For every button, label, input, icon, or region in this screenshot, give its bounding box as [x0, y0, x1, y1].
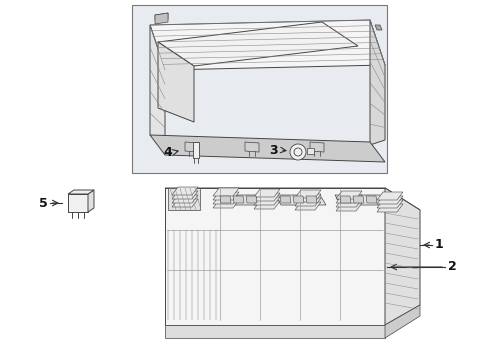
Polygon shape: [158, 42, 194, 122]
Polygon shape: [172, 191, 198, 199]
Polygon shape: [245, 142, 259, 152]
Polygon shape: [168, 188, 200, 210]
Polygon shape: [377, 196, 403, 204]
Polygon shape: [215, 195, 266, 205]
Polygon shape: [185, 142, 199, 152]
Polygon shape: [353, 196, 364, 203]
Polygon shape: [165, 188, 385, 325]
Polygon shape: [295, 190, 321, 198]
Polygon shape: [295, 194, 321, 202]
Polygon shape: [295, 198, 321, 206]
Polygon shape: [68, 194, 88, 212]
Polygon shape: [254, 201, 280, 209]
Text: 3: 3: [270, 144, 278, 157]
Polygon shape: [336, 195, 362, 203]
Bar: [132, 5, 387, 173]
Polygon shape: [150, 25, 165, 142]
Polygon shape: [295, 202, 321, 210]
Polygon shape: [377, 204, 403, 212]
Polygon shape: [335, 195, 386, 205]
Polygon shape: [220, 196, 231, 203]
Polygon shape: [88, 190, 94, 212]
Polygon shape: [306, 196, 317, 203]
Polygon shape: [150, 135, 385, 162]
Polygon shape: [336, 203, 362, 211]
Polygon shape: [68, 190, 94, 194]
Polygon shape: [254, 197, 280, 205]
Polygon shape: [275, 195, 326, 205]
Polygon shape: [254, 193, 280, 201]
Polygon shape: [254, 189, 280, 197]
Polygon shape: [172, 199, 198, 207]
Circle shape: [290, 144, 306, 160]
Polygon shape: [385, 188, 420, 325]
Text: 2: 2: [448, 261, 457, 274]
Polygon shape: [246, 196, 257, 203]
Polygon shape: [340, 196, 351, 203]
Polygon shape: [377, 192, 403, 200]
Polygon shape: [213, 188, 239, 196]
Polygon shape: [155, 13, 168, 24]
Polygon shape: [150, 20, 385, 70]
Polygon shape: [370, 20, 385, 145]
Text: 4: 4: [163, 145, 172, 158]
Polygon shape: [213, 200, 239, 208]
Polygon shape: [336, 199, 362, 207]
Polygon shape: [172, 187, 198, 195]
Polygon shape: [165, 188, 420, 210]
Polygon shape: [375, 25, 382, 30]
Polygon shape: [280, 196, 291, 203]
Polygon shape: [213, 192, 239, 200]
Polygon shape: [307, 148, 314, 154]
Polygon shape: [385, 305, 420, 338]
Polygon shape: [172, 195, 198, 203]
Polygon shape: [158, 22, 358, 66]
Polygon shape: [165, 325, 385, 338]
Polygon shape: [233, 196, 244, 203]
Polygon shape: [293, 196, 304, 203]
Polygon shape: [193, 142, 199, 158]
Polygon shape: [310, 142, 324, 152]
Polygon shape: [336, 191, 362, 199]
Text: 5: 5: [39, 197, 48, 210]
Polygon shape: [155, 13, 168, 20]
Polygon shape: [366, 196, 377, 203]
Text: 1: 1: [435, 239, 444, 252]
Polygon shape: [213, 196, 239, 204]
Polygon shape: [377, 200, 403, 208]
